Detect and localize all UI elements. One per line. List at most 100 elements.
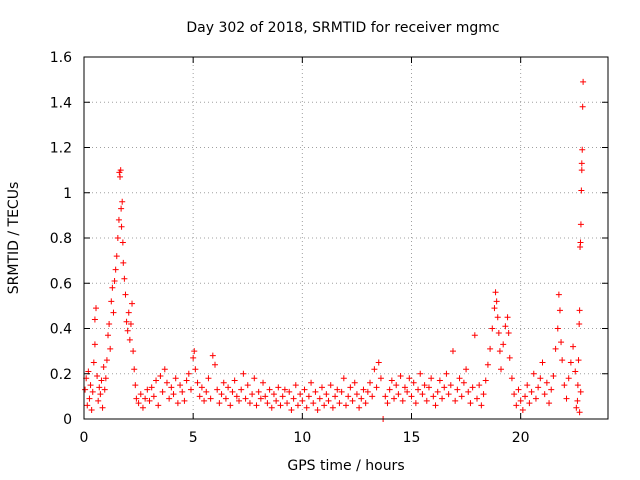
- data-point: [436, 377, 443, 384]
- data-point: [233, 393, 240, 400]
- data-point: [102, 375, 109, 382]
- y-tick-label: 1.6: [50, 50, 72, 66]
- data-point: [502, 323, 509, 330]
- data-point: [393, 382, 400, 389]
- data-point: [90, 359, 97, 366]
- data-point: [399, 397, 406, 404]
- data-point: [421, 382, 428, 389]
- data-point: [82, 386, 89, 393]
- data-point: [460, 379, 467, 386]
- data-point: [214, 386, 221, 393]
- data-point: [305, 393, 312, 400]
- data-point: [478, 402, 485, 409]
- data-point: [111, 277, 118, 284]
- data-point: [168, 384, 175, 391]
- data-point: [231, 377, 238, 384]
- data-point: [150, 393, 157, 400]
- data-point: [430, 393, 437, 400]
- data-point: [194, 379, 201, 386]
- data-point: [286, 388, 293, 395]
- data-point: [153, 377, 160, 384]
- data-point: [127, 320, 134, 327]
- data-point: [185, 370, 192, 377]
- data-point: [577, 388, 584, 395]
- data-point: [579, 146, 586, 153]
- data-point: [332, 393, 339, 400]
- x-tick-label: 20: [512, 430, 530, 446]
- x-tick-label: 5: [189, 430, 198, 446]
- data-point: [100, 363, 107, 370]
- data-point: [316, 395, 323, 402]
- data-point: [452, 397, 459, 404]
- data-point: [159, 388, 166, 395]
- data-point: [360, 386, 367, 393]
- data-point: [384, 400, 391, 407]
- data-point: [388, 377, 395, 384]
- data-point: [517, 397, 524, 404]
- data-point: [528, 388, 535, 395]
- data-point: [474, 395, 480, 402]
- chart-title: Day 302 of 2018, SRMTID for receiver mgm…: [186, 20, 499, 36]
- data-point: [543, 379, 550, 386]
- data-point: [288, 406, 295, 413]
- data-point: [524, 382, 531, 389]
- data-point: [508, 375, 515, 382]
- data-point: [198, 384, 205, 391]
- data-point: [554, 325, 561, 332]
- data-point: [88, 406, 95, 413]
- data-point: [559, 357, 566, 364]
- data-point: [489, 325, 496, 332]
- data-point: [275, 384, 282, 391]
- data-point: [222, 395, 229, 402]
- data-point: [467, 400, 474, 407]
- data-point: [84, 402, 91, 409]
- data-point: [570, 343, 577, 350]
- data-point: [340, 375, 347, 382]
- data-point: [187, 386, 194, 393]
- data-point: [325, 397, 332, 404]
- data-point: [118, 205, 125, 212]
- data-point: [576, 307, 583, 314]
- data-point: [334, 386, 341, 393]
- data-point: [101, 386, 108, 393]
- data-point: [327, 382, 334, 389]
- y-tick-label: 1.2: [50, 141, 72, 157]
- data-point: [539, 359, 546, 366]
- data-point: [117, 167, 124, 174]
- data-point: [262, 393, 269, 400]
- data-point: [541, 391, 548, 398]
- data-point: [91, 316, 98, 323]
- data-point: [207, 395, 214, 402]
- data-point: [445, 391, 452, 398]
- data-point: [572, 368, 579, 375]
- data-point: [87, 382, 94, 389]
- data-point: [580, 78, 587, 85]
- data-point: [397, 373, 404, 380]
- data-point: [386, 386, 393, 393]
- data-point: [142, 395, 149, 402]
- data-point: [203, 388, 210, 395]
- data-point: [578, 160, 585, 167]
- data-point: [408, 393, 415, 400]
- data-point: [369, 393, 376, 400]
- data-point: [177, 382, 184, 389]
- data-point: [86, 395, 93, 402]
- data-point: [166, 395, 173, 402]
- data-point: [537, 375, 544, 382]
- data-point: [310, 400, 317, 407]
- data-point: [382, 393, 389, 400]
- data-point: [439, 395, 446, 402]
- data-point: [172, 375, 179, 382]
- data-point: [190, 354, 197, 361]
- x-axis-label: GPS time / hours: [287, 458, 404, 474]
- data-point: [552, 345, 559, 352]
- data-point: [240, 370, 247, 377]
- data-point: [266, 386, 273, 393]
- data-point: [196, 393, 203, 400]
- data-point: [133, 395, 140, 402]
- data-point: [119, 198, 126, 205]
- data-point: [353, 391, 360, 398]
- data-point: [577, 221, 584, 228]
- data-point: [505, 330, 512, 337]
